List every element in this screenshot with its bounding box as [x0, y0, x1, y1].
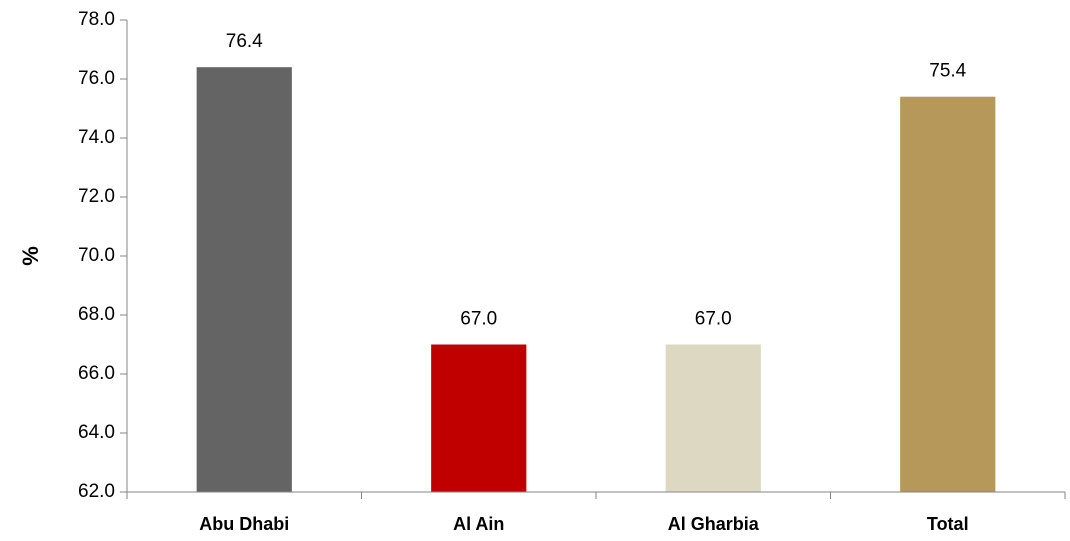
- y-tick-label: 66.0: [78, 363, 115, 384]
- data-label: 67.0: [695, 309, 732, 330]
- data-label: 75.4: [929, 61, 966, 82]
- bar: [196, 67, 292, 492]
- x-tick-label: Al Gharbia: [668, 514, 760, 534]
- x-tick-label: Al Ain: [453, 514, 504, 534]
- bar: [900, 96, 996, 492]
- y-axis-title: %: [18, 246, 43, 266]
- data-label: 67.0: [460, 309, 497, 330]
- y-tick-label: 72.0: [78, 186, 115, 207]
- y-tick-label: 62.0: [78, 481, 115, 502]
- x-tick-label: Total: [927, 514, 969, 534]
- bar: [431, 344, 527, 492]
- bar: [665, 344, 761, 492]
- y-tick-label: 74.0: [78, 127, 115, 148]
- y-tick-label: 76.0: [78, 68, 115, 89]
- y-tick-label: 78.0: [78, 9, 115, 30]
- y-tick-label: 68.0: [78, 304, 115, 325]
- y-tick-label: 70.0: [78, 245, 115, 266]
- x-tick-label: Abu Dhabi: [199, 514, 289, 534]
- y-tick-label: 64.0: [78, 422, 115, 443]
- data-label: 76.4: [226, 31, 263, 52]
